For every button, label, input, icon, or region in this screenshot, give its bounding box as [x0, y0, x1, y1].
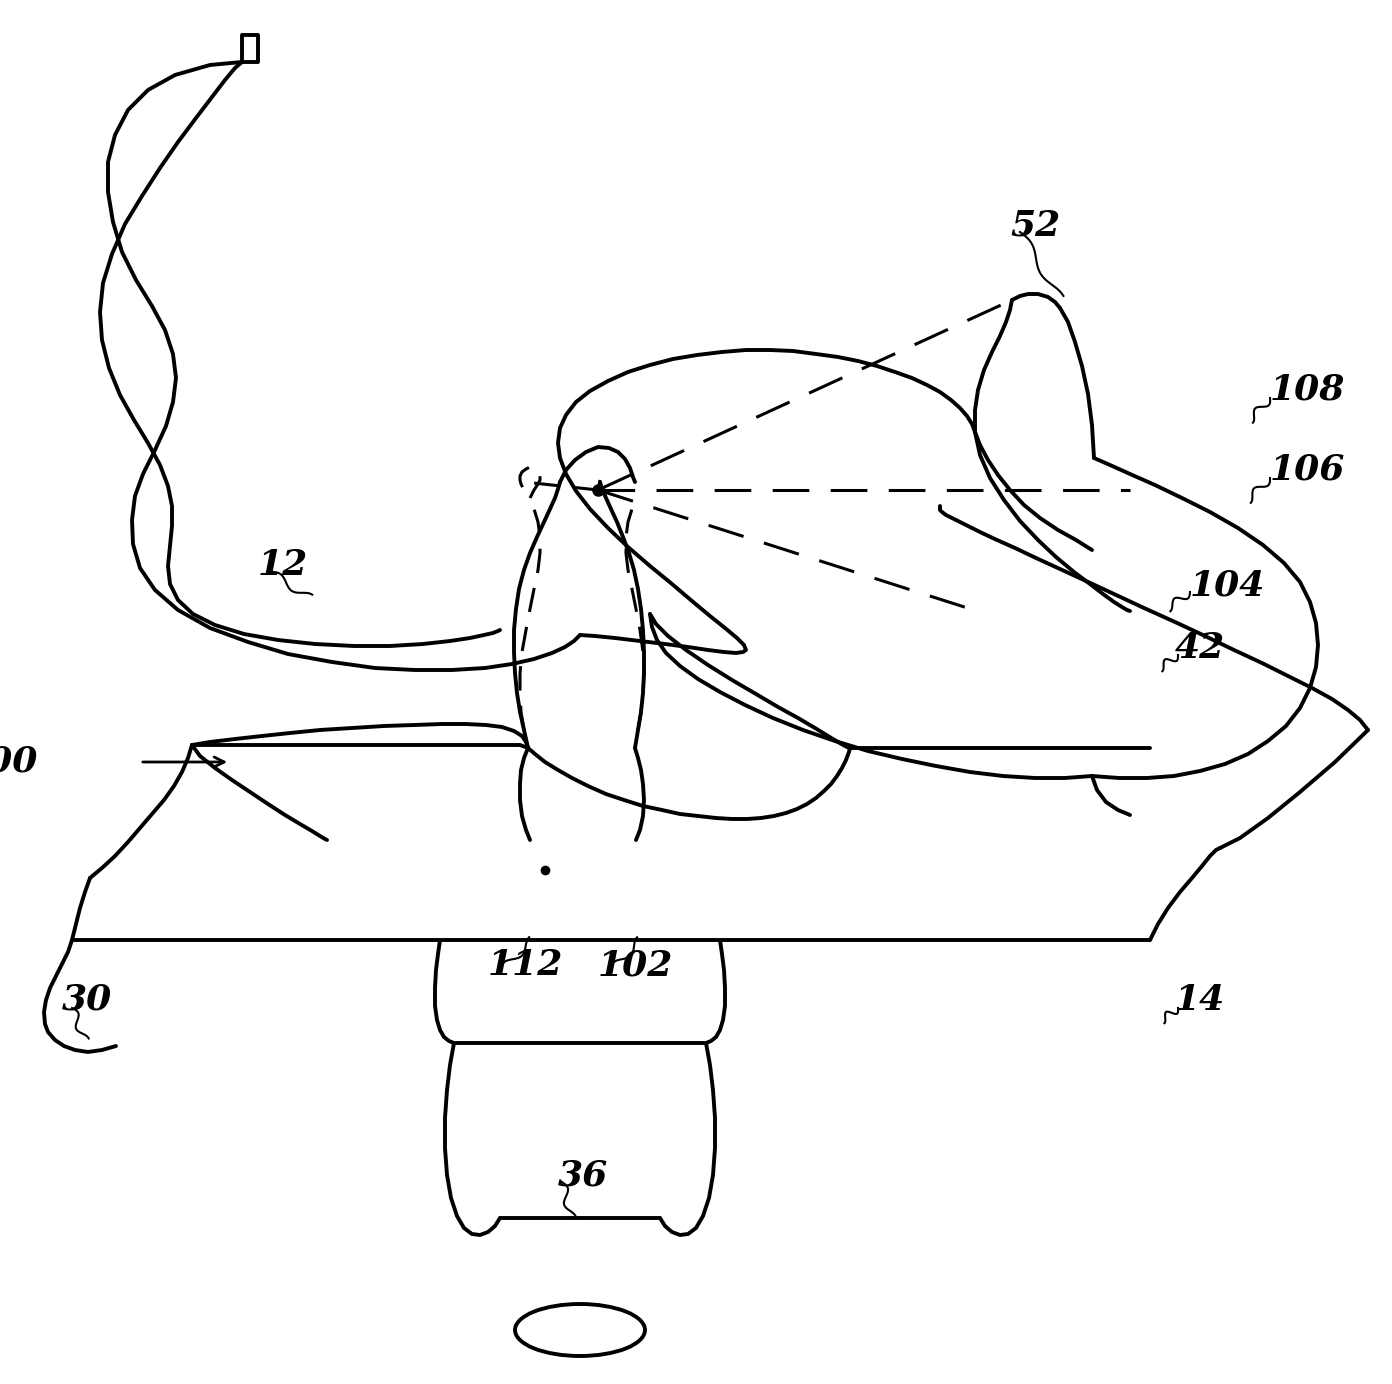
Text: 108: 108 — [1270, 374, 1346, 407]
Text: 14: 14 — [1175, 983, 1225, 1017]
Text: 106: 106 — [1270, 453, 1346, 487]
Text: 100: 100 — [0, 745, 38, 779]
Text: 36: 36 — [558, 1158, 608, 1192]
Text: 30: 30 — [63, 983, 113, 1017]
Text: 42: 42 — [1175, 631, 1225, 664]
Text: 102: 102 — [599, 948, 674, 983]
Text: 112: 112 — [489, 948, 564, 983]
Text: 52: 52 — [1011, 208, 1061, 242]
Text: 12: 12 — [258, 548, 308, 583]
Text: 104: 104 — [1190, 567, 1265, 602]
Ellipse shape — [515, 1304, 644, 1356]
